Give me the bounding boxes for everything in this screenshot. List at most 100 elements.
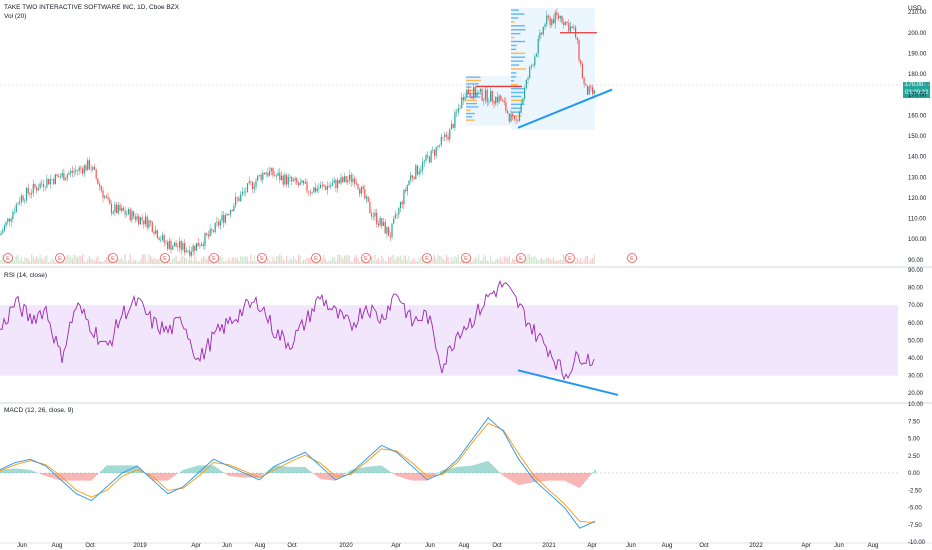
volume-profile-bar xyxy=(511,64,520,66)
candle-body xyxy=(24,200,26,201)
volume-bar xyxy=(474,256,476,264)
volume-bar xyxy=(37,259,39,264)
candle-body xyxy=(180,241,182,250)
candle-body xyxy=(343,176,345,182)
macd-histogram-bar xyxy=(398,473,400,477)
macd-histogram-bar xyxy=(516,473,518,485)
volume-bar xyxy=(126,261,128,264)
candle-body xyxy=(576,37,578,40)
macd-histogram-bar xyxy=(348,471,350,473)
macd-histogram-bar xyxy=(396,473,398,477)
macd-histogram-bar xyxy=(100,471,102,473)
macd-histogram-bar xyxy=(124,465,126,473)
volume-bar xyxy=(359,261,361,264)
candle-body xyxy=(163,235,165,243)
macd-histogram-bar xyxy=(212,465,214,473)
candle-body xyxy=(71,170,73,173)
volume-bar xyxy=(175,255,177,264)
macd-histogram-bar xyxy=(160,473,162,481)
volume-bar xyxy=(109,260,111,264)
rsi-header[interactable]: RSI (14, close) xyxy=(4,272,47,279)
candle-body xyxy=(7,218,9,222)
candle-body xyxy=(104,196,106,198)
volume-bar xyxy=(578,260,580,264)
macd-histogram-bar xyxy=(170,473,172,479)
candle-body xyxy=(214,222,216,232)
candle-body xyxy=(440,136,442,145)
candle-body xyxy=(54,174,56,184)
earnings-marker-label: E xyxy=(163,256,167,262)
candle-body xyxy=(484,89,487,100)
candle-body xyxy=(299,182,301,186)
candle-body xyxy=(512,114,514,116)
candle-body xyxy=(530,65,532,68)
volume-bar xyxy=(355,254,357,264)
candle-body xyxy=(466,89,468,97)
candle-body xyxy=(284,174,286,185)
candle-body xyxy=(496,96,498,103)
volume-bar xyxy=(561,260,563,264)
earnings-marker-label: E xyxy=(519,256,523,262)
symbol-title[interactable]: TAKE TWO INTERACTIVE SOFTWARE INC, 1D, C… xyxy=(4,4,180,11)
macd-histogram-bar xyxy=(258,473,260,478)
macd-histogram-bar xyxy=(520,473,522,485)
earnings-marker-label: E xyxy=(425,256,429,262)
macd-histogram-bar xyxy=(308,470,310,473)
candle-body xyxy=(333,180,335,183)
macd-histogram-bar xyxy=(108,465,110,473)
volume-bar xyxy=(90,258,92,264)
macd-histogram-bar xyxy=(320,473,322,480)
volume-profile-bar xyxy=(511,13,525,15)
volume-bar xyxy=(31,254,33,264)
volume-bar xyxy=(46,255,48,264)
candle-body xyxy=(369,202,371,214)
volume-bar xyxy=(488,261,490,264)
macd-histogram-bar xyxy=(448,468,450,473)
candle-body xyxy=(41,183,43,185)
volume-bar xyxy=(12,259,14,264)
volume-bar xyxy=(308,258,310,264)
macd-histogram-bar xyxy=(232,473,234,477)
time-tick-label: Apr xyxy=(801,543,810,549)
macd-histogram-bar xyxy=(368,466,370,473)
volume-bar xyxy=(25,258,28,264)
macd-histogram-bar xyxy=(304,466,306,473)
candle-body xyxy=(184,243,186,253)
volume-profile-bar xyxy=(466,79,481,82)
volume-bar xyxy=(484,256,487,264)
macd-histogram-bar xyxy=(88,473,90,481)
price-tick-label: 160.00 xyxy=(908,113,927,119)
volume-bar xyxy=(178,260,181,264)
candle-body xyxy=(433,149,436,156)
volume-bar xyxy=(527,254,529,264)
volume-bar xyxy=(495,259,497,264)
volume-bar xyxy=(170,261,172,264)
macd-histogram-bar xyxy=(216,467,218,473)
candle-body xyxy=(25,188,28,201)
candle-body xyxy=(403,189,405,205)
volume-label[interactable]: Vol (20) xyxy=(4,13,27,20)
volume-bar xyxy=(461,259,463,264)
macd-histogram-bar xyxy=(420,473,422,481)
volume-bar xyxy=(39,254,41,264)
candle-body xyxy=(377,223,379,226)
macd-histogram-bar xyxy=(290,466,292,473)
macd-header[interactable]: MACD (12, 26, close, 9) xyxy=(4,407,74,414)
macd-histogram-bar xyxy=(334,473,336,481)
candle-body xyxy=(449,129,451,140)
price-tick-label: 180.00 xyxy=(908,72,927,78)
candle-body xyxy=(78,167,80,171)
candle-body xyxy=(150,220,152,223)
macd-histogram-bar xyxy=(22,469,24,473)
macd-histogram-bar xyxy=(118,465,120,473)
volume-bar xyxy=(83,260,85,264)
volume-profile-bar xyxy=(511,87,525,90)
macd-histogram-bar xyxy=(8,469,10,473)
candle-body xyxy=(185,250,187,253)
macd-histogram-bar xyxy=(28,469,30,473)
candle-body xyxy=(340,177,342,184)
candle-body xyxy=(76,170,79,171)
macd-histogram-bar xyxy=(382,466,384,473)
